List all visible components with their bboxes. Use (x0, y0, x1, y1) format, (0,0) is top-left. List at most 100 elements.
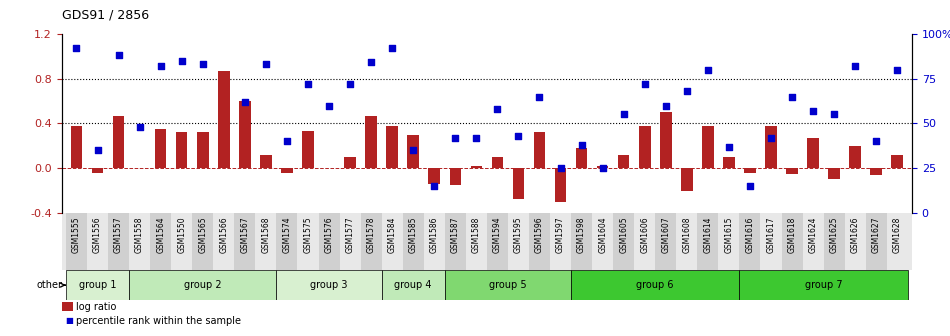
Bar (344, 157, 356, 168)
Bar (555, 168, 566, 202)
Bar (129, 270, 276, 300)
Point (532, 94, 547, 99)
Bar (113, 116, 124, 168)
Bar (760, 213, 782, 270)
Point (764, 135, 779, 140)
Point (616, 112, 631, 117)
Text: GSM1588: GSM1588 (472, 216, 481, 253)
Bar (387, 126, 398, 168)
Point (90, 148, 105, 153)
Point (300, 81, 315, 87)
Point (511, 133, 526, 139)
Bar (192, 213, 214, 270)
Bar (466, 213, 486, 270)
Point (447, 135, 463, 140)
Text: GSM1615: GSM1615 (725, 216, 733, 253)
Bar (302, 131, 314, 168)
Text: GSM1585: GSM1585 (408, 216, 418, 253)
Bar (470, 166, 483, 168)
Point (658, 103, 674, 108)
Bar (366, 116, 377, 168)
Text: group 2: group 2 (184, 280, 221, 290)
Point (364, 60, 379, 65)
Bar (66, 270, 129, 300)
Bar (297, 213, 318, 270)
Bar (66, 213, 87, 270)
Bar (702, 126, 713, 168)
Point (385, 45, 400, 51)
Text: GSM1584: GSM1584 (388, 216, 397, 253)
Bar (239, 101, 251, 168)
Point (69, 45, 85, 51)
Bar (171, 213, 192, 270)
Point (868, 139, 884, 144)
Bar (486, 213, 508, 270)
Bar (382, 213, 403, 270)
Text: GSM1598: GSM1598 (577, 216, 586, 253)
Point (174, 58, 189, 63)
Bar (445, 213, 466, 270)
Bar (70, 126, 83, 168)
Text: GSM1557: GSM1557 (114, 216, 124, 253)
Text: GDS91 / 2856: GDS91 / 2856 (62, 8, 149, 22)
Text: GSM1625: GSM1625 (829, 216, 839, 253)
Point (847, 63, 863, 69)
Bar (803, 213, 824, 270)
Bar (256, 213, 276, 270)
Text: GSM1595: GSM1595 (514, 216, 522, 253)
Bar (865, 213, 886, 270)
Bar (744, 168, 756, 173)
Bar (155, 129, 166, 168)
Bar (214, 213, 235, 270)
Bar (676, 213, 697, 270)
Point (553, 166, 568, 171)
Text: GSM1617: GSM1617 (767, 216, 775, 253)
Bar (870, 168, 882, 175)
Text: group 5: group 5 (489, 280, 526, 290)
Bar (276, 270, 382, 300)
Bar (739, 270, 908, 300)
Bar (576, 148, 587, 168)
Bar (782, 213, 803, 270)
Point (700, 67, 715, 72)
Text: GSM1597: GSM1597 (556, 216, 565, 253)
Bar (592, 213, 613, 270)
Text: GSM1566: GSM1566 (219, 216, 228, 253)
Bar (739, 213, 760, 270)
Text: log ratio: log ratio (76, 302, 116, 312)
Bar (534, 132, 545, 168)
Point (637, 81, 653, 87)
Point (258, 61, 274, 67)
Bar (550, 213, 571, 270)
Bar (639, 126, 651, 168)
Bar (218, 71, 230, 168)
Bar (597, 166, 608, 168)
Bar (828, 168, 840, 178)
Bar (92, 168, 104, 173)
Text: GSM1564: GSM1564 (156, 216, 165, 253)
Bar (787, 168, 798, 174)
Point (217, 4, 232, 9)
Bar (718, 213, 739, 270)
Text: GSM1628: GSM1628 (893, 216, 902, 253)
Point (574, 142, 589, 148)
Bar (656, 213, 676, 270)
Bar (491, 157, 504, 168)
Text: GSM1556: GSM1556 (93, 216, 102, 253)
Point (111, 52, 126, 58)
Point (427, 184, 442, 189)
Bar (281, 168, 293, 173)
Bar (87, 213, 108, 270)
Point (238, 99, 253, 104)
Bar (176, 132, 187, 168)
Bar (808, 138, 819, 168)
Text: GSM1576: GSM1576 (325, 216, 333, 253)
Text: percentile rank within the sample: percentile rank within the sample (76, 316, 241, 326)
Text: GSM1555: GSM1555 (72, 216, 81, 253)
Text: GSM1596: GSM1596 (535, 216, 544, 253)
Bar (108, 213, 129, 270)
Text: GSM1586: GSM1586 (429, 216, 439, 253)
Bar (513, 168, 524, 199)
Text: GSM1626: GSM1626 (850, 216, 860, 253)
Point (279, 139, 294, 144)
